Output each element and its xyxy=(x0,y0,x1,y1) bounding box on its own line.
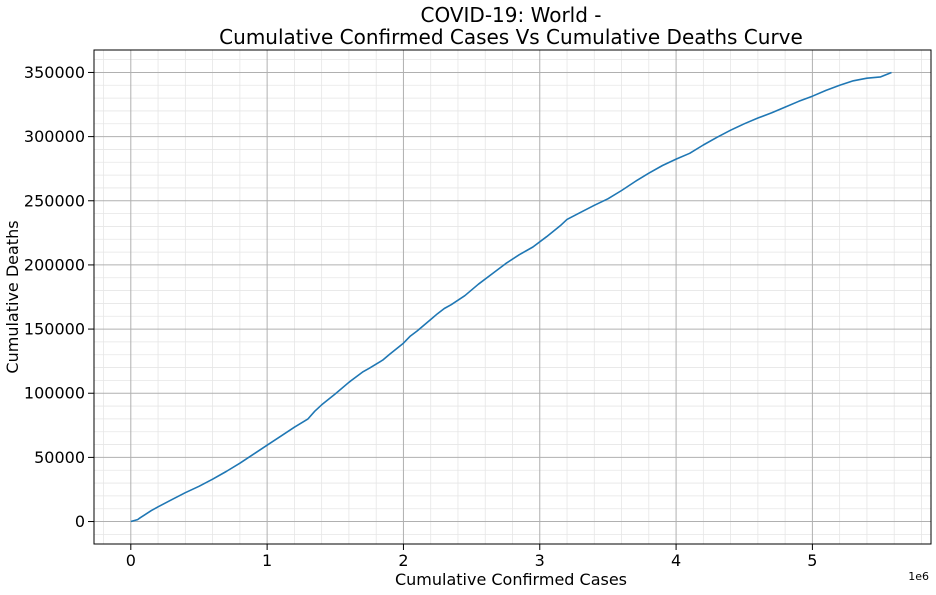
y-tick-label: 200000 xyxy=(24,255,85,274)
y-tick-label: 100000 xyxy=(24,384,85,403)
x-tick-label: 5 xyxy=(807,551,817,570)
chart-title-line-2: Cumulative Confirmed Cases Vs Cumulative… xyxy=(219,25,803,49)
chart-title-line-1: COVID-19: World - xyxy=(421,3,602,27)
x-tick-label: 1 xyxy=(262,551,272,570)
major-grid xyxy=(94,50,931,544)
plot-area-frame xyxy=(93,49,932,545)
x-axis-label: Cumulative Confirmed Cases xyxy=(395,570,627,589)
y-tick-label: 50000 xyxy=(34,448,85,467)
y-tick-label: 250000 xyxy=(24,191,85,210)
x-tick-label: 0 xyxy=(126,551,136,570)
y-tick-label: 0 xyxy=(75,512,85,531)
x-tick-label: 2 xyxy=(398,551,408,570)
y-axis: 0 50000 100000 150000 200000 250000 300000 3500… xyxy=(24,63,94,531)
x-axis-offset-label: 1e6 xyxy=(908,570,929,583)
y-tick-label: 300000 xyxy=(24,127,85,146)
y-tick-label: 150000 xyxy=(24,320,85,339)
y-axis-label: Cumulative Deaths xyxy=(3,220,22,373)
x-tick-label: 3 xyxy=(535,551,545,570)
x-axis: 0 1 2 3 4 5 xyxy=(126,544,817,570)
x-tick-label: 4 xyxy=(671,551,681,570)
deaths-vs-cases-line xyxy=(130,71,892,523)
y-tick-label: 350000 xyxy=(24,63,85,82)
minor-grid xyxy=(94,50,931,544)
